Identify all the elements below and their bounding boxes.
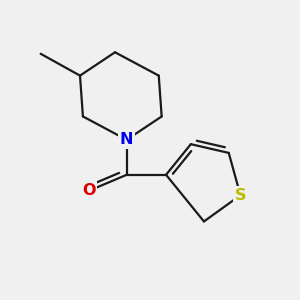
- Text: O: O: [82, 183, 95, 198]
- Text: N: N: [120, 132, 134, 147]
- Text: S: S: [235, 188, 246, 203]
